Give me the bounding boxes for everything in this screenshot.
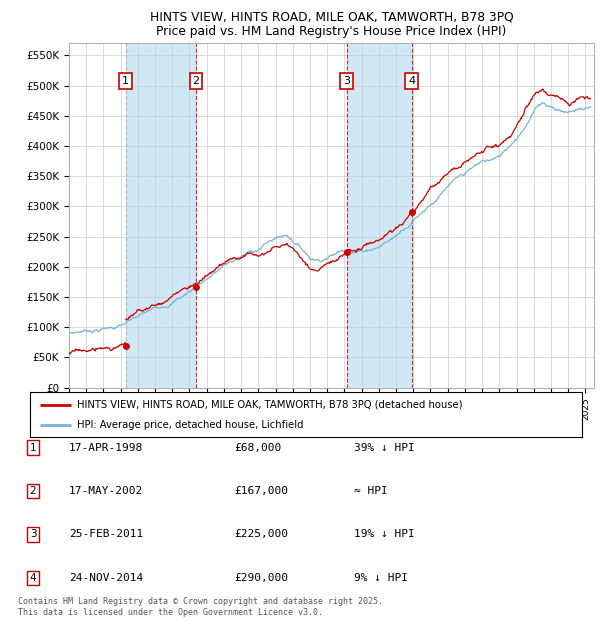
Text: Contains HM Land Registry data © Crown copyright and database right 2025.
This d: Contains HM Land Registry data © Crown c… bbox=[18, 598, 383, 617]
Text: £225,000: £225,000 bbox=[234, 529, 288, 539]
Text: £68,000: £68,000 bbox=[234, 443, 281, 453]
Bar bbox=[347, 43, 412, 388]
Text: 4: 4 bbox=[29, 573, 37, 583]
Text: 25-FEB-2011: 25-FEB-2011 bbox=[69, 529, 143, 539]
Text: 3: 3 bbox=[29, 529, 37, 539]
Text: ≈ HPI: ≈ HPI bbox=[354, 486, 388, 496]
Text: 17-APR-1998: 17-APR-1998 bbox=[69, 443, 143, 453]
Bar bbox=[125, 43, 196, 388]
Title: HINTS VIEW, HINTS ROAD, MILE OAK, TAMWORTH, B78 3PQ
Price paid vs. HM Land Regis: HINTS VIEW, HINTS ROAD, MILE OAK, TAMWOR… bbox=[149, 10, 514, 38]
Text: 1: 1 bbox=[29, 443, 37, 453]
Text: 39% ↓ HPI: 39% ↓ HPI bbox=[354, 443, 415, 453]
Text: 2: 2 bbox=[193, 76, 200, 86]
Text: 19% ↓ HPI: 19% ↓ HPI bbox=[354, 529, 415, 539]
Text: HINTS VIEW, HINTS ROAD, MILE OAK, TAMWORTH, B78 3PQ (detached house): HINTS VIEW, HINTS ROAD, MILE OAK, TAMWOR… bbox=[77, 399, 463, 410]
Text: 9% ↓ HPI: 9% ↓ HPI bbox=[354, 573, 408, 583]
Text: 2: 2 bbox=[29, 486, 37, 496]
Text: 4: 4 bbox=[408, 76, 415, 86]
Text: 1: 1 bbox=[122, 76, 129, 86]
Text: £290,000: £290,000 bbox=[234, 573, 288, 583]
Text: 3: 3 bbox=[343, 76, 350, 86]
Text: HPI: Average price, detached house, Lichfield: HPI: Average price, detached house, Lich… bbox=[77, 420, 304, 430]
Text: £167,000: £167,000 bbox=[234, 486, 288, 496]
Text: 17-MAY-2002: 17-MAY-2002 bbox=[69, 486, 143, 496]
Text: 24-NOV-2014: 24-NOV-2014 bbox=[69, 573, 143, 583]
